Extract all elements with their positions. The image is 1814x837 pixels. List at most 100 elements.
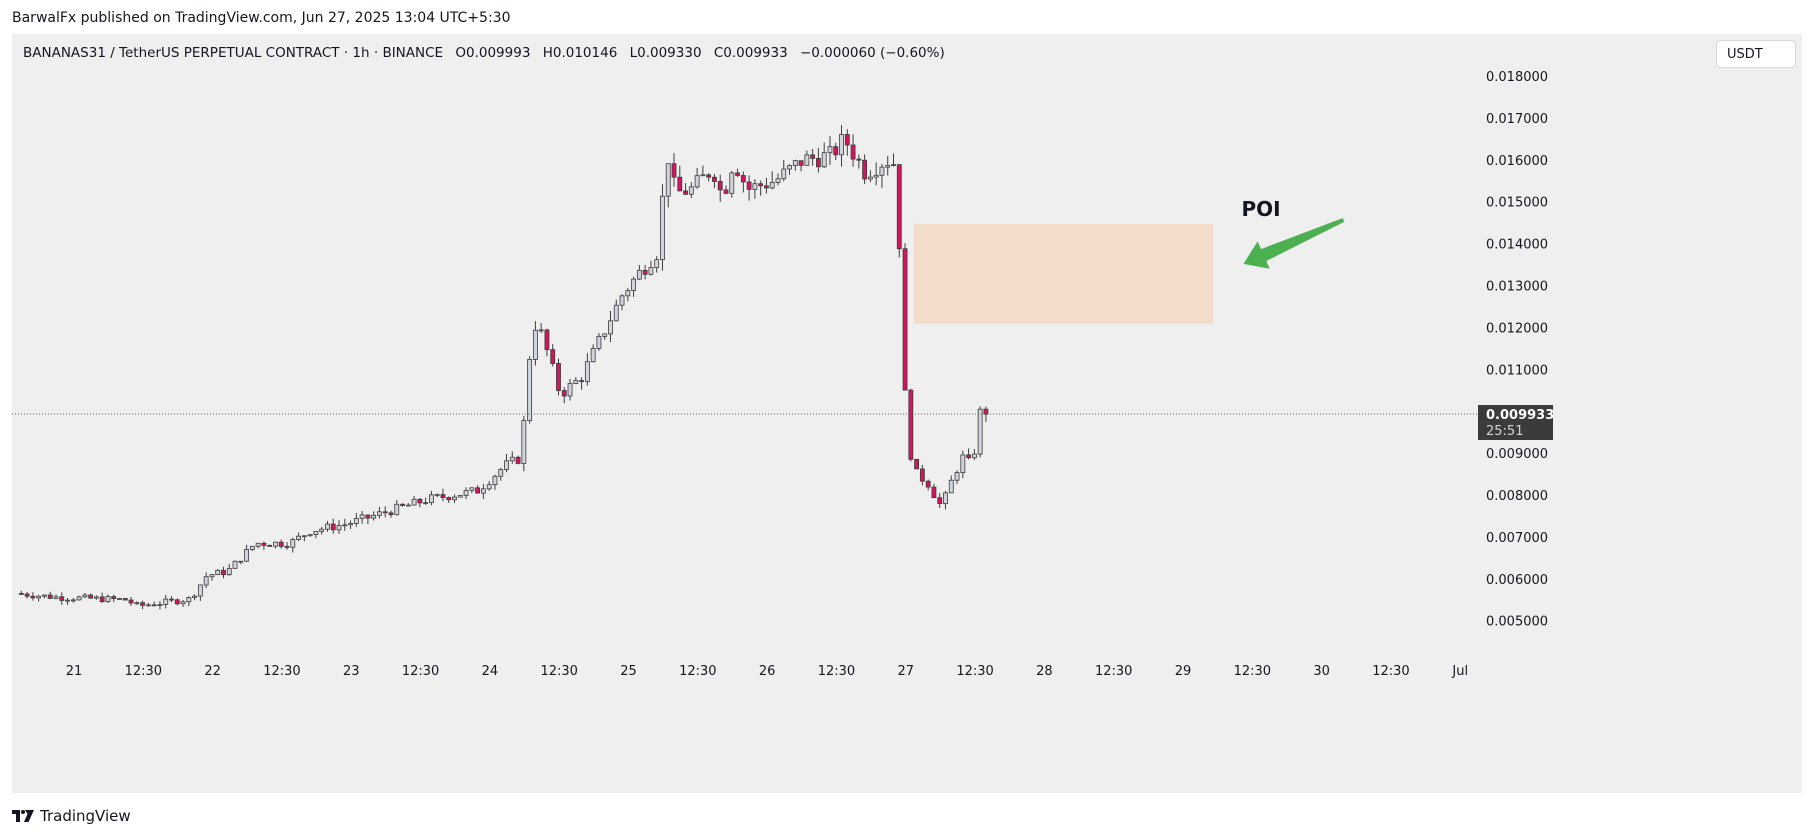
candle[interactable] [654,256,660,273]
candle[interactable] [700,165,706,177]
price-axis[interactable]: 0.018000 0.017000 0.016000 0.015000 0.014000… [1486,70,1548,630]
candle[interactable] [885,155,891,176]
candle[interactable] [856,154,862,169]
candle[interactable] [36,594,42,602]
candle[interactable] [174,598,180,606]
candle[interactable] [538,322,544,333]
candle[interactable] [521,415,527,472]
candle[interactable] [134,601,140,605]
candle[interactable] [284,542,290,550]
candle[interactable] [619,294,625,311]
candle[interactable] [93,595,99,600]
candle[interactable] [527,356,533,424]
candle[interactable] [509,451,515,464]
symbol-info[interactable]: BANANAS31 / TetherUS PERPETUAL CONTRACT … [23,45,444,61]
candle[interactable] [140,600,146,610]
candle[interactable] [65,598,70,605]
candle[interactable] [371,511,377,521]
candle[interactable] [931,483,937,499]
candle[interactable] [203,572,209,588]
candle[interactable] [330,518,336,534]
candle[interactable] [665,163,671,208]
candle[interactable] [475,485,481,494]
candle[interactable] [769,171,775,190]
candle[interactable] [388,510,394,518]
currency-unit-button[interactable]: USDT [1716,40,1796,68]
candle[interactable] [88,593,94,599]
candle[interactable] [423,497,429,505]
candlestick-chart[interactable]: POI 0.018000 0.017000 0.016000 0.015000 0.014… [12,34,1802,793]
candle[interactable] [573,377,579,385]
candle[interactable] [677,165,683,192]
candle[interactable] [30,592,36,601]
candle[interactable] [723,185,729,195]
candle[interactable] [821,142,827,168]
candle[interactable] [348,520,353,530]
candle[interactable] [249,545,255,551]
candle[interactable] [694,168,700,189]
candle[interactable] [948,475,954,494]
candle[interactable] [919,464,925,486]
candle[interactable] [267,544,273,547]
candle[interactable] [775,173,781,186]
candle[interactable] [342,518,348,531]
candle[interactable] [683,183,688,196]
candle[interactable] [515,455,521,465]
candle[interactable] [313,530,319,539]
candle[interactable] [434,493,440,498]
candle[interactable] [596,333,602,351]
candle[interactable] [839,125,844,167]
candle[interactable] [706,173,712,182]
candle[interactable] [735,168,740,177]
candle[interactable] [463,487,469,500]
candle[interactable] [325,520,330,532]
candle[interactable] [457,494,463,498]
candle[interactable] [631,276,637,297]
candle[interactable] [902,243,908,391]
candle[interactable] [163,594,169,609]
candle[interactable] [532,321,538,366]
candle[interactable] [608,310,613,343]
candle[interactable] [960,450,966,479]
candle[interactable] [729,170,735,198]
candle[interactable] [943,490,948,510]
candle[interactable] [480,483,486,499]
candle[interactable] [977,406,983,458]
candle[interactable] [209,574,215,581]
candle[interactable] [937,493,943,509]
candle[interactable] [307,534,313,537]
candle[interactable] [192,594,198,601]
candle[interactable] [758,180,764,196]
candle[interactable] [914,458,920,470]
candle[interactable] [469,487,475,494]
candle[interactable] [827,135,833,166]
candle[interactable] [787,164,792,175]
candle[interactable] [544,328,550,357]
candle[interactable] [336,520,342,534]
candle[interactable] [405,503,411,507]
candle[interactable] [197,584,203,601]
candle[interactable] [238,560,244,565]
candle[interactable] [752,179,758,199]
candle[interactable] [440,488,446,502]
candle[interactable] [584,353,590,386]
candle[interactable] [486,480,492,491]
candle[interactable] [18,590,24,595]
candle[interactable] [613,299,619,322]
poi-zone[interactable] [914,223,1214,324]
candle[interactable] [42,594,47,599]
candle[interactable] [452,494,457,504]
candle[interactable] [70,597,76,603]
candle[interactable] [428,490,434,506]
candle[interactable] [792,159,798,171]
candle[interactable] [278,539,284,549]
candle[interactable] [24,591,30,599]
candle[interactable] [394,500,400,516]
candle[interactable] [301,535,307,542]
candle[interactable] [122,598,128,601]
candle[interactable] [180,599,186,607]
candle[interactable] [602,333,608,340]
candle[interactable] [492,474,498,490]
candle[interactable] [896,164,902,258]
candle[interactable] [556,358,561,396]
